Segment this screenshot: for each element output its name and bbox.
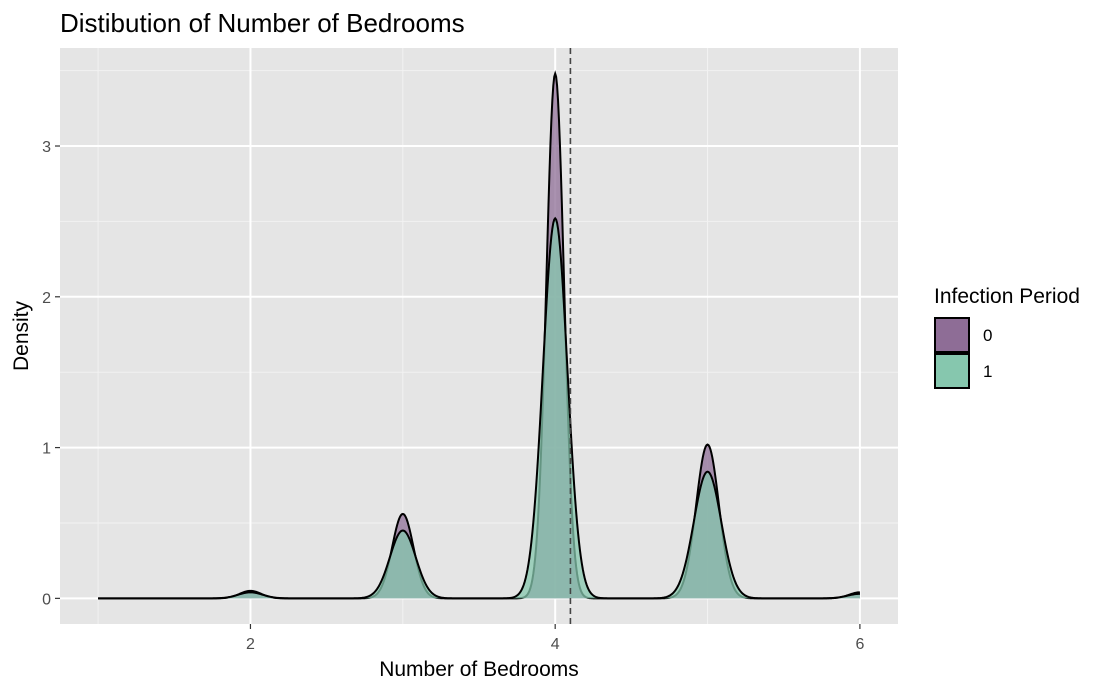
- legend-label-0: 0: [983, 326, 992, 345]
- y-axis: 0 1 2 3: [42, 139, 60, 608]
- legend-swatch-0: [934, 317, 970, 353]
- minor-gridlines: [60, 48, 898, 624]
- legend-title: Infection Period: [934, 285, 1080, 308]
- y-tick-label: 0: [42, 591, 51, 608]
- y-tick-label: 2: [42, 290, 51, 307]
- x-tick-label: 2: [246, 636, 255, 653]
- legend: Infection Period 01: [934, 285, 1080, 389]
- x-axis: 2 4 6: [246, 624, 864, 653]
- x-axis-title: Number of Bedrooms: [379, 658, 579, 681]
- plot-panel: [60, 48, 898, 624]
- y-tick-label: 3: [42, 139, 51, 156]
- density-series: [98, 70, 860, 600]
- x-tick-label: 6: [855, 636, 864, 653]
- legend-label-1: 1: [983, 362, 992, 381]
- y-axis-title: Density: [10, 300, 33, 371]
- chart-title: Distibution of Number of Bedrooms: [60, 8, 465, 38]
- y-tick-label: 1: [42, 441, 51, 458]
- x-tick-label: 4: [551, 636, 560, 653]
- legend-items: 01: [934, 317, 992, 389]
- density-line-series-1: [98, 216, 860, 600]
- legend-swatch-1: [934, 353, 970, 389]
